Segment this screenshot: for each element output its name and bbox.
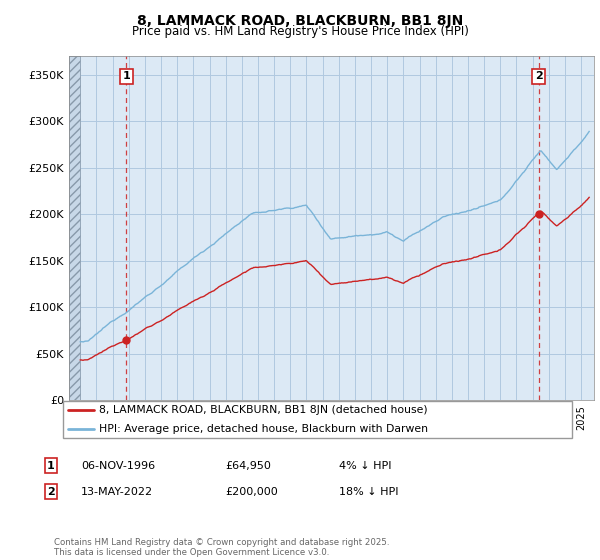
Text: HPI: Average price, detached house, Blackburn with Darwen: HPI: Average price, detached house, Blac…	[98, 424, 428, 433]
Text: 06-NOV-1996: 06-NOV-1996	[81, 461, 155, 471]
Text: £64,950: £64,950	[225, 461, 271, 471]
Text: 1: 1	[122, 72, 130, 81]
Text: 2: 2	[47, 487, 55, 497]
Text: 2: 2	[535, 72, 542, 81]
Text: 8, LAMMACK ROAD, BLACKBURN, BB1 8JN: 8, LAMMACK ROAD, BLACKBURN, BB1 8JN	[137, 14, 463, 28]
FancyBboxPatch shape	[62, 402, 572, 437]
Text: 13-MAY-2022: 13-MAY-2022	[81, 487, 153, 497]
Text: 8, LAMMACK ROAD, BLACKBURN, BB1 8JN (detached house): 8, LAMMACK ROAD, BLACKBURN, BB1 8JN (det…	[98, 405, 427, 415]
Text: £200,000: £200,000	[225, 487, 278, 497]
Text: 4% ↓ HPI: 4% ↓ HPI	[339, 461, 391, 471]
Text: Contains HM Land Registry data © Crown copyright and database right 2025.
This d: Contains HM Land Registry data © Crown c…	[54, 538, 389, 557]
Text: Price paid vs. HM Land Registry's House Price Index (HPI): Price paid vs. HM Land Registry's House …	[131, 25, 469, 38]
Polygon shape	[69, 56, 80, 400]
Text: 18% ↓ HPI: 18% ↓ HPI	[339, 487, 398, 497]
Text: 1: 1	[47, 461, 55, 471]
